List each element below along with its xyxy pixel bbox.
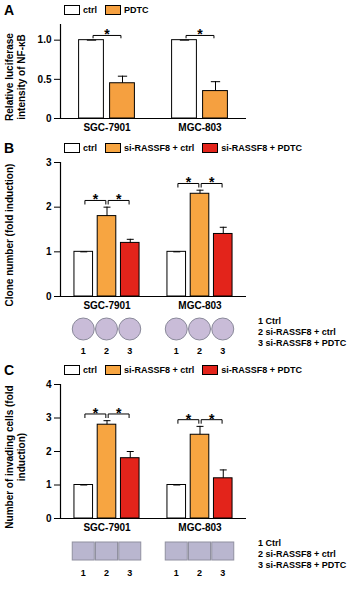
svg-text:2: 2 [197, 346, 202, 356]
svg-text:*: * [209, 411, 215, 427]
svg-text:0: 0 [46, 291, 52, 302]
html-text:1 Ctrl: 1 Ctrl [258, 538, 281, 548]
svg-text:MGC-803: MGC-803 [178, 522, 222, 533]
html-text:1 Ctrl: 1 Ctrl [258, 316, 281, 326]
html-text:3 si-RASSF8 + PDTC: 3 si-RASSF8 + PDTC [258, 560, 347, 570]
html-text:A: A [4, 2, 15, 18]
svg-text:SGC-7901: SGC-7901 [83, 522, 131, 533]
svg-text:2: 2 [46, 446, 52, 457]
svg-text:*: * [186, 174, 192, 190]
svg-text:3: 3 [220, 568, 225, 578]
svg-text:*: * [116, 405, 122, 421]
html-text:C: C [4, 362, 15, 378]
svg-text:MGC-803: MGC-803 [178, 122, 222, 133]
svg-text:1: 1 [46, 479, 52, 490]
svg-text:MGC-803: MGC-803 [178, 300, 222, 311]
svg-text:1: 1 [81, 346, 86, 356]
svg-text:*: * [197, 26, 203, 42]
html-text:ctrl: ctrl [83, 365, 97, 375]
svg-text:*: * [93, 405, 99, 421]
svg-text:3: 3 [127, 346, 132, 356]
html-text:Clone number (fold induction): Clone number (fold induction) [4, 163, 15, 307]
html-text:ctrl: ctrl [83, 143, 97, 153]
svg-text:SGC-7901: SGC-7901 [83, 122, 131, 133]
svg-text:0: 0 [46, 513, 52, 524]
svg-text:*: * [209, 174, 215, 190]
svg-text:SGC-7901: SGC-7901 [83, 300, 131, 311]
svg-text:1: 1 [174, 346, 179, 356]
svg-text:3: 3 [46, 157, 52, 168]
svg-text:1: 1 [81, 568, 86, 578]
html-text:ctrl: ctrl [83, 5, 97, 15]
svg-text:3: 3 [127, 568, 132, 578]
html-text:si-RASSF8 + ctrl: si-RASSF8 + ctrl [124, 365, 195, 375]
html-text:si-RASSF8 + ctrl: si-RASSF8 + ctrl [124, 143, 195, 153]
html-text:si-RASSF8 + PDTC: si-RASSF8 + PDTC [221, 365, 303, 375]
svg-text:*: * [186, 411, 192, 427]
svg-text:3: 3 [220, 346, 225, 356]
html-text:2 si-RASSF8 + ctrl: 2 si-RASSF8 + ctrl [258, 549, 336, 559]
svg-text:4: 4 [46, 379, 52, 390]
svg-text:*: * [93, 191, 99, 207]
svg-text:1: 1 [174, 568, 179, 578]
svg-text:2: 2 [46, 201, 52, 212]
html-text:B: B [4, 140, 15, 156]
html-text:PDTC: PDTC [124, 5, 149, 15]
svg-text:3: 3 [46, 412, 52, 423]
svg-text:0.5: 0.5 [38, 74, 52, 85]
html-text:2 si-RASSF8 + ctrl: 2 si-RASSF8 + ctrl [258, 327, 336, 337]
html-text:Number of invading cells (fold: Number of invading cells (fold induction… [4, 385, 27, 529]
svg-text:1.0: 1.0 [38, 34, 52, 45]
svg-text:2: 2 [104, 568, 109, 578]
html-text:si-RASSF8 + PDTC: si-RASSF8 + PDTC [221, 143, 303, 153]
svg-text:*: * [104, 26, 110, 42]
svg-text:2: 2 [197, 568, 202, 578]
svg-text:2: 2 [104, 346, 109, 356]
html-text:3 si-RASSF8 + PDTC: 3 si-RASSF8 + PDTC [258, 338, 347, 348]
svg-text:*: * [116, 191, 122, 207]
svg-text:0: 0 [46, 113, 52, 124]
html-text:Relative luciferase intensity: Relative luciferase intensity of NF-κB [4, 33, 27, 121]
svg-text:1: 1 [46, 246, 52, 257]
